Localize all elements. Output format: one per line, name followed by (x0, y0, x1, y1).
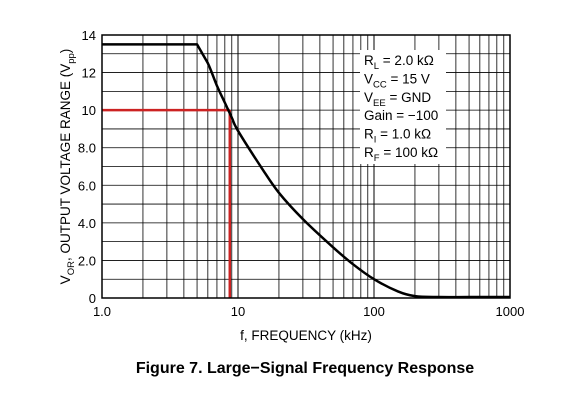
y-tick-label: 10 (82, 103, 96, 118)
y-tick-label: 8.0 (78, 141, 96, 156)
plot-frame (101, 34, 511, 299)
figure-caption: Figure 7. Large−Signal Frequency Respons… (136, 360, 474, 377)
condition-line: RF = 100 kΩ (364, 145, 438, 164)
y-tick-label: 6.0 (78, 178, 96, 193)
x-tick-label: 10 (231, 304, 245, 319)
x-tick-label: 1.0 (93, 304, 111, 319)
annotation-layer (102, 108, 232, 298)
y-tick-label: 4.0 (78, 216, 96, 231)
y-axis-title-middle: , OUTPUT VOLTAGE RANGE (V (58, 64, 73, 261)
y-tick-label: 0 (89, 291, 96, 306)
y-tick-labels: 0 2.0 4.0 6.0 8.0 10 12 14 (78, 28, 96, 306)
x-tick-labels: 1.0 10 100 1000 (93, 304, 525, 319)
y-axis-title: VOR, OUTPUT VOLTAGE RANGE (Vpp) (58, 49, 77, 285)
x-axis-title: f, FREQUENCY (kHz) (240, 328, 372, 343)
x-tick-label: 100 (363, 304, 385, 319)
y-tick-label: 2.0 (78, 253, 96, 268)
series-line (101, 43, 510, 299)
conditions-background (360, 50, 446, 164)
y-tick-label: 14 (82, 28, 96, 43)
y-axis-title-main: V (58, 275, 73, 284)
y-axis-title-sub2: pp (66, 53, 77, 64)
grid (101, 34, 511, 299)
condition-line: VCC = 15 V (364, 71, 430, 90)
condition-line: RL = 2.0 kΩ (364, 53, 434, 72)
series-layer (101, 43, 510, 299)
y-tick-label: 12 (82, 66, 96, 81)
y-axis-title-sub1: OR (66, 261, 77, 275)
condition-line: VEE = GND (364, 90, 431, 109)
condition-line: Gain = −100 (364, 108, 438, 123)
y-axis-title-end: ) (58, 49, 73, 54)
condition-line: RI = 1.0 kΩ (364, 127, 431, 146)
x-tick-label: 1000 (496, 304, 525, 319)
